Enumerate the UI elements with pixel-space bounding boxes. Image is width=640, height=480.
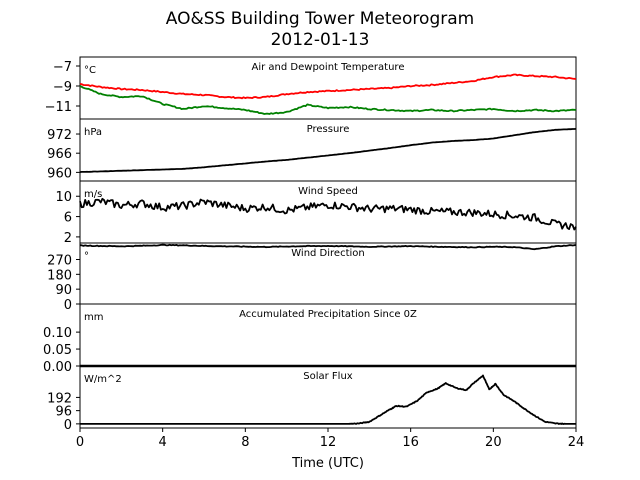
panel-title: Accumulated Precipitation Since 0Z	[239, 309, 417, 320]
series-line	[79, 243, 577, 251]
y-tick-label: 0.00	[43, 360, 72, 375]
x-tick-label: 0	[76, 435, 84, 450]
x-tick-label: 12	[320, 435, 337, 450]
panel-5: 0.10 0.05 0.00 Accumulated Precipitation Si…	[43, 303, 577, 375]
x-tick-label: 8	[241, 435, 249, 450]
y-tick-label: 0.05	[43, 343, 72, 358]
panel-unit: °	[84, 251, 89, 262]
panel-title: Air and Dewpoint Temperature	[252, 62, 405, 73]
y-tick-label: 972	[47, 128, 72, 143]
panel-1: −7 −9 −11 Air and Dewpoint Temperature °C	[45, 56, 577, 120]
y-tick-label: 0	[64, 418, 72, 433]
figure-subtitle: 2012-01-13	[271, 30, 370, 50]
panel-title: Solar Flux	[303, 371, 353, 382]
y-tick-label: 6	[64, 211, 72, 226]
y-tick-label: 192	[47, 391, 72, 406]
y-tick-label: 966	[47, 147, 72, 162]
series-line	[79, 85, 577, 115]
y-tick-label: 0	[64, 298, 72, 313]
y-tick-label: 0.10	[43, 326, 72, 341]
figure-title: AO&SS Building Tower Meteorogram	[166, 9, 474, 29]
panel-title: Wind Speed	[298, 186, 358, 197]
series-line	[79, 128, 577, 173]
y-tick-label: 90	[55, 283, 72, 298]
y-tick-label: 960	[47, 166, 72, 181]
panel-title: Pressure	[307, 124, 350, 135]
x-tick-label: 20	[485, 435, 502, 450]
panel-unit: W/m^2	[84, 374, 122, 385]
series-line	[80, 374, 576, 426]
panel-title: Wind Direction	[291, 248, 365, 259]
y-tick-label: −7	[53, 60, 72, 75]
panel-unit: hPa	[84, 127, 102, 138]
y-tick-label: −9	[53, 80, 72, 95]
y-tick-label: 10	[55, 190, 72, 205]
panel-3: 10 6 2 Wind Speed m/s	[55, 180, 577, 246]
panel-2: 972 966 960 Pressure hPa	[47, 118, 577, 182]
y-tick-label: −11	[45, 100, 72, 115]
y-tick-label: 2	[64, 231, 72, 246]
x-axis-label: Time (UTC)	[291, 456, 364, 471]
x-axis: 0 4 8 12 16 20 24	[76, 428, 584, 450]
y-tick-label: 96	[55, 405, 72, 420]
x-tick-label: 24	[568, 435, 585, 450]
panel-unit: mm	[84, 312, 103, 323]
series-line	[79, 73, 577, 100]
series-line	[79, 197, 577, 231]
panel-unit: m/s	[84, 189, 102, 200]
x-tick-label: 4	[159, 435, 167, 450]
panels-group: −7 −9 −11 Air and Dewpoint Temperature °C 972…	[43, 56, 577, 433]
y-tick-label: 270	[47, 253, 72, 268]
x-tick-label: 16	[402, 435, 419, 450]
panel-unit: °C	[84, 65, 96, 76]
y-tick-label: 180	[47, 268, 72, 283]
